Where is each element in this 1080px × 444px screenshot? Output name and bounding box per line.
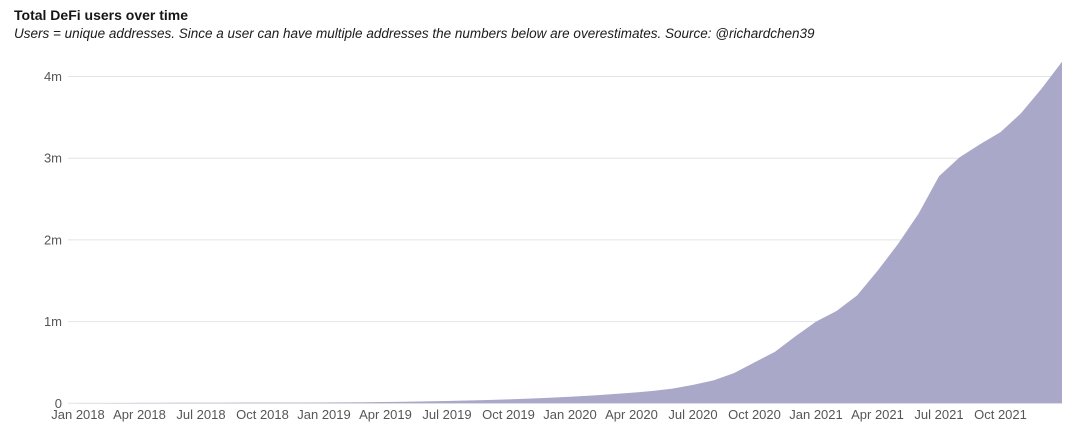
defi-users-area-series (78, 61, 1062, 404)
x-tick-label: Apr 2018 (113, 407, 166, 422)
y-tick-label: 1m (44, 314, 62, 329)
chart-subtitle: Users = unique addresses. Since a user c… (14, 26, 815, 41)
x-tick-label: Jul 2020 (668, 407, 717, 422)
y-tick-label: 3m (44, 151, 62, 166)
x-tick-label: Jan 2021 (789, 407, 843, 422)
x-tick-label: Oct 2021 (974, 407, 1027, 422)
x-tick-label: Jul 2018 (176, 407, 225, 422)
x-tick-label: Apr 2019 (359, 407, 412, 422)
x-tick-label: Apr 2020 (605, 407, 658, 422)
y-tick-label: 0 (55, 396, 62, 411)
x-tick-label: Oct 2018 (236, 407, 289, 422)
x-tick-label: Apr 2021 (851, 407, 904, 422)
chart-title: Total DeFi users over time (14, 7, 189, 23)
x-tick-label: Jan 2019 (297, 407, 351, 422)
y-tick-label: 2m (44, 232, 62, 247)
x-tick-label: Oct 2019 (482, 407, 535, 422)
x-tick-label: Jan 2018 (51, 407, 105, 422)
x-tick-label: Jul 2019 (422, 407, 471, 422)
y-tick-label: 4m (44, 69, 62, 84)
x-tick-label: Jan 2020 (543, 407, 597, 422)
x-tick-label: Oct 2020 (728, 407, 781, 422)
x-tick-label: Jul 2021 (914, 407, 963, 422)
